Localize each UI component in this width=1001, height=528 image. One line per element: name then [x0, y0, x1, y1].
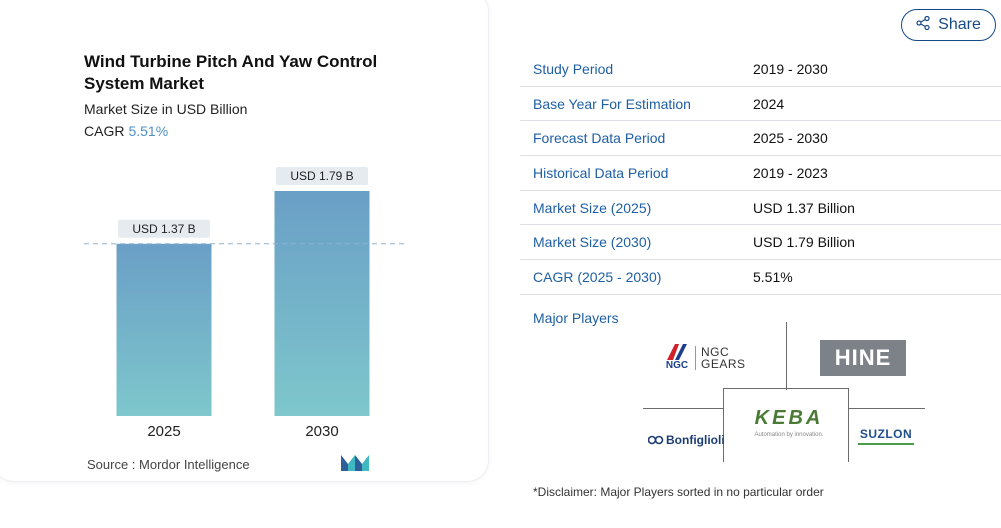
fact-label: Historical Data Period	[533, 164, 669, 181]
fact-label: Market Size (2025)	[533, 199, 652, 216]
players-divider	[786, 322, 787, 390]
players-divider	[643, 408, 724, 409]
bonfiglioli-text: Bonfiglioli	[666, 433, 725, 447]
ngc-line2: GEARS	[701, 356, 746, 371]
ngc-gears-text: NGC GEARS	[695, 344, 746, 371]
fact-value: USD 1.79 Billion	[753, 234, 855, 251]
fact-row-historical-period: Historical Data Period 2019 - 2023	[520, 156, 1001, 191]
market-facts-table: Study Period 2019 - 2030 Base Year For E…	[520, 52, 1001, 295]
ngc-line1: NGC	[701, 344, 730, 359]
ngc-emblem-icon	[667, 344, 687, 360]
chart-card	[0, 0, 489, 482]
fact-row-market-size-2025: Market Size (2025) USD 1.37 Billion	[520, 191, 1001, 226]
fact-label: Forecast Data Period	[533, 130, 666, 147]
bar-2030	[274, 191, 370, 416]
fact-value: 2024	[753, 95, 785, 112]
data-label: USD 1.79 B	[290, 169, 353, 183]
suzlon-underline	[858, 443, 914, 445]
fact-value: USD 1.37 Billion	[753, 199, 855, 216]
chart-source: Source : Mordor Intelligence	[87, 457, 250, 472]
fact-row-study-period: Study Period 2019 - 2030	[520, 52, 1001, 87]
fact-value: 2019 - 2030	[753, 60, 828, 77]
mordor-intelligence-logo	[341, 455, 369, 476]
bonfiglioli-logo: Bonfiglioli	[648, 433, 725, 447]
share-label: Share	[938, 16, 981, 33]
keba-tagline: Automation by innovation.	[754, 432, 824, 438]
bonfiglioli-emblem-icon	[648, 435, 664, 445]
fact-label: Study Period	[533, 60, 614, 77]
players-divider	[848, 388, 849, 462]
fact-row-market-size-2030: Market Size (2030) USD 1.79 Billion	[520, 225, 1001, 261]
players-divider	[723, 388, 724, 462]
x-tick-label: 2025	[147, 423, 180, 440]
bar-chart: USD 1.37 B 2025 USD 1.79 B 2030	[84, 167, 404, 440]
keba-text: KEBA	[754, 407, 824, 429]
players-divider	[848, 408, 925, 409]
fact-row-base-year: Base Year For Estimation 2024	[520, 87, 1001, 122]
major-players-label: Major Players	[533, 310, 619, 326]
data-label-box	[276, 167, 368, 185]
players-divider	[723, 388, 849, 389]
data-label: USD 1.37 B	[132, 222, 195, 236]
fact-label: Market Size (2030)	[533, 234, 652, 251]
ngc-mark-text: NGC	[665, 360, 689, 371]
suzlon-logo: SUZLON	[858, 427, 914, 445]
fact-value: 2019 - 2023	[753, 164, 828, 181]
fact-value: 5.51%	[753, 268, 793, 285]
cagr-value: 5.51%	[128, 123, 169, 139]
fact-label: Base Year For Estimation	[533, 95, 691, 112]
chart-subtitle: Market Size in USD Billion	[84, 101, 248, 117]
fact-row-forecast-period: Forecast Data Period 2025 - 2030	[520, 121, 1001, 157]
suzlon-text: SUZLON	[859, 427, 913, 441]
fact-row-cagr: CAGR (2025 - 2030) 5.51%	[520, 260, 1001, 295]
hine-logo: HINE	[820, 340, 906, 376]
share-icon	[916, 15, 930, 35]
disclaimer-text: *Disclaimer: Major Players sorted in no …	[533, 485, 824, 499]
share-button[interactable]: Share	[901, 9, 996, 41]
x-tick-label: 2030	[305, 423, 338, 440]
ngc-gears-logo: NGC NGC GEARS	[665, 344, 746, 371]
fact-value: 2025 - 2030	[753, 130, 828, 147]
chart-title: Wind Turbine Pitch And Yaw Control Syste…	[84, 52, 378, 93]
bar-2025	[116, 243, 212, 416]
data-label-box	[118, 219, 210, 238]
fact-label: CAGR (2025 - 2030)	[533, 268, 662, 285]
chart-cagr: CAGR 5.51%	[84, 123, 168, 139]
cagr-label: CAGR	[84, 123, 125, 139]
keba-logo: KEBA Automation by innovation.	[741, 407, 837, 438]
